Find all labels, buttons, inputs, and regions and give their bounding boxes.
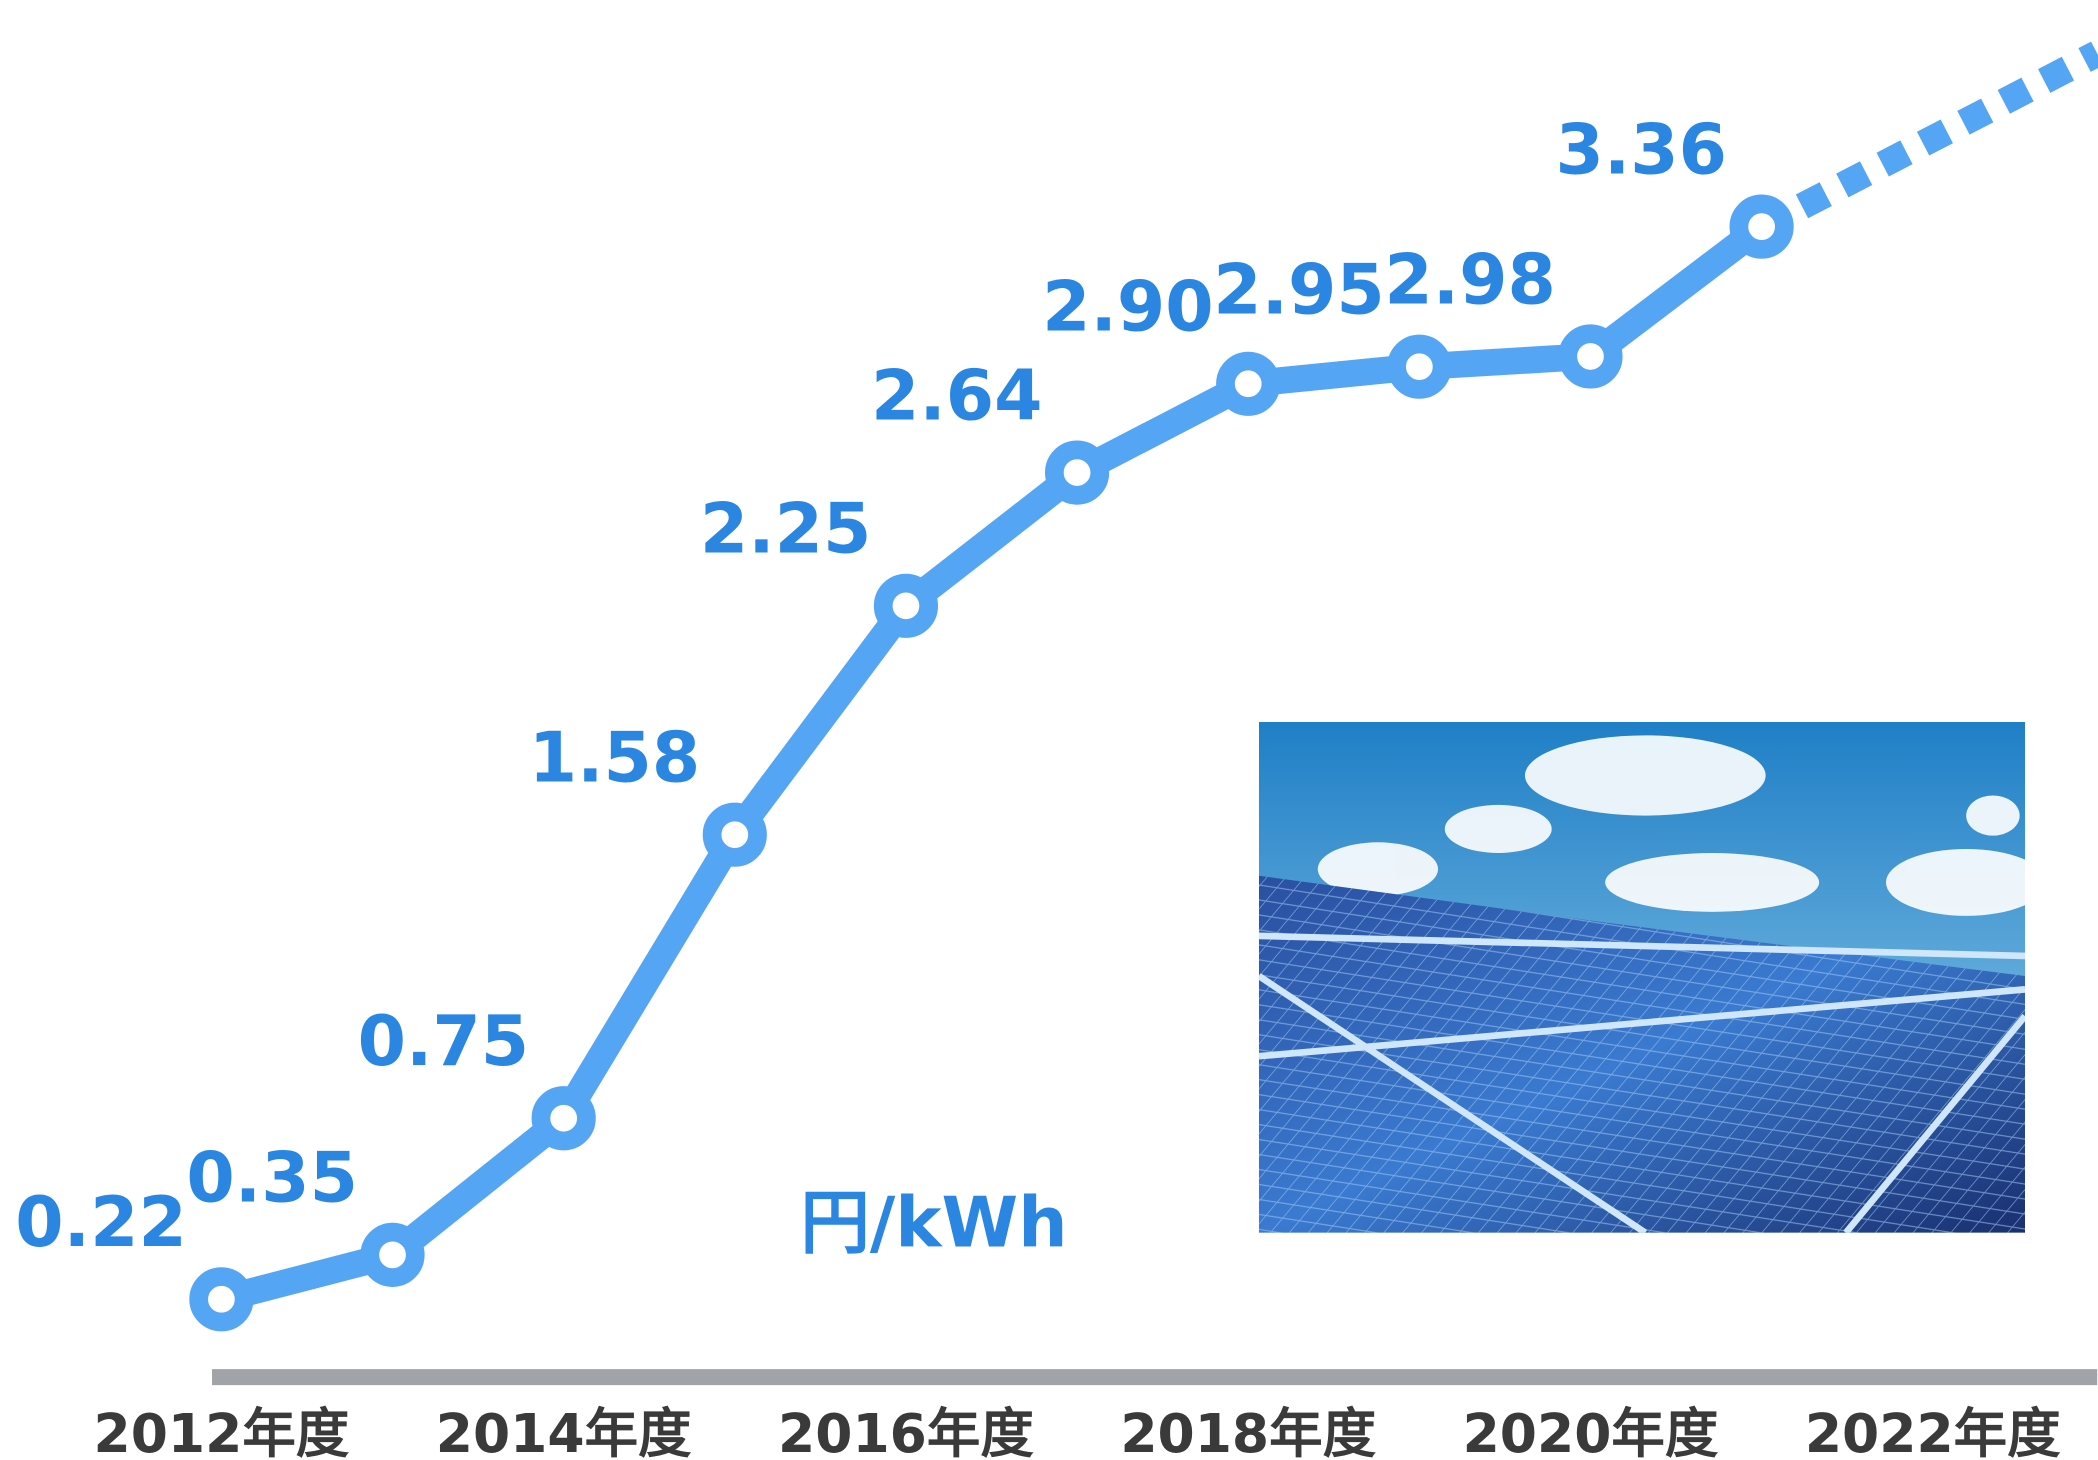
- unit-label: 円/kWh: [800, 1182, 1067, 1263]
- x-tick-label: 2012年度: [94, 1402, 350, 1460]
- x-tick-label: 2018年度: [1120, 1402, 1376, 1460]
- value-label: 0.35: [186, 1138, 358, 1219]
- value-label: 1.58: [529, 718, 701, 799]
- marker: [1044, 440, 1110, 505]
- value-label: 2.95: [1213, 250, 1385, 331]
- value-label: 0.22: [15, 1182, 187, 1263]
- solar-photo: [1258, 721, 2026, 1233]
- x-tick-label: 2016年度: [778, 1402, 1034, 1460]
- projection-line: [1755, 41, 2098, 240]
- marker: [360, 1222, 425, 1287]
- value-label: 2.98: [1384, 239, 1556, 320]
- marker: [873, 573, 939, 638]
- value-label: 2.90: [1042, 267, 1214, 348]
- marker: [1216, 351, 1281, 416]
- x-tick-label: 2022年度: [1805, 1402, 2061, 1460]
- x-tick-label: 2014年度: [436, 1402, 692, 1460]
- x-tick-label: 2020年度: [1463, 1402, 1719, 1460]
- marker: [531, 1086, 596, 1151]
- marker: [1729, 194, 1794, 259]
- marker: [189, 1267, 254, 1332]
- marker: [1558, 324, 1623, 389]
- marker: [1387, 334, 1452, 399]
- line: [218, 215, 1770, 1313]
- marker: [702, 802, 767, 867]
- value-label: 2.64: [871, 355, 1043, 436]
- value-label: 0.75: [358, 1001, 530, 1082]
- value-label: 2.25: [700, 489, 872, 570]
- value-label: 3.36: [1556, 109, 1728, 190]
